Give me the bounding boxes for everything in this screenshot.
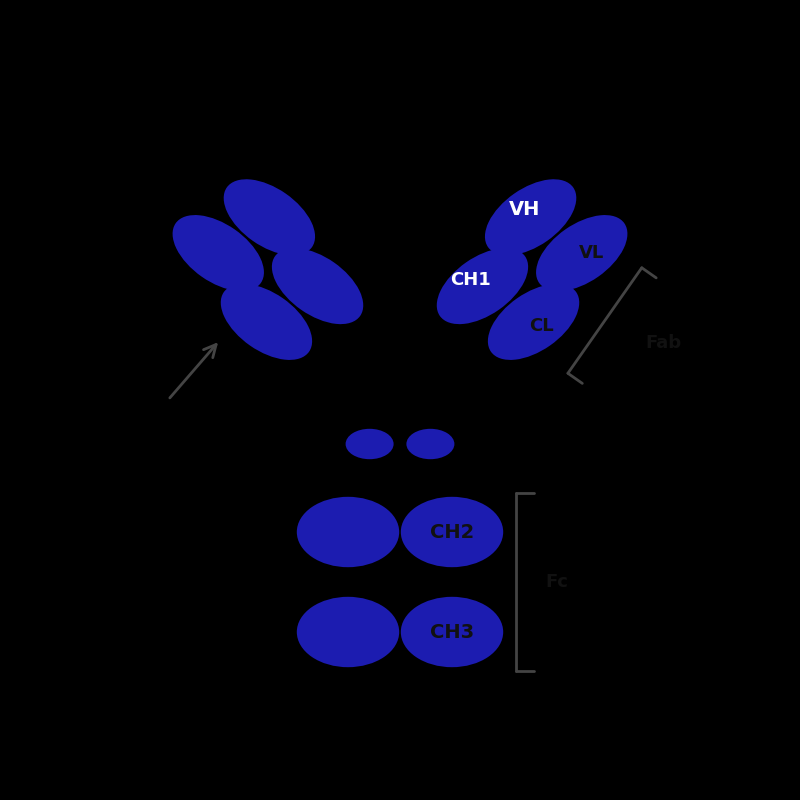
Text: CH1: CH1 bbox=[450, 270, 491, 289]
Ellipse shape bbox=[221, 284, 312, 360]
Ellipse shape bbox=[437, 248, 528, 324]
Ellipse shape bbox=[297, 497, 399, 567]
Ellipse shape bbox=[272, 248, 363, 324]
Ellipse shape bbox=[401, 497, 503, 567]
Text: Fab: Fab bbox=[646, 334, 682, 353]
Ellipse shape bbox=[224, 179, 315, 255]
Text: CH2: CH2 bbox=[430, 522, 474, 542]
Ellipse shape bbox=[346, 429, 394, 459]
Text: VL: VL bbox=[578, 244, 604, 262]
Ellipse shape bbox=[536, 215, 627, 291]
Text: VH: VH bbox=[509, 200, 540, 218]
Ellipse shape bbox=[173, 215, 264, 291]
Ellipse shape bbox=[488, 284, 579, 360]
Ellipse shape bbox=[485, 179, 576, 255]
Text: Fc: Fc bbox=[546, 573, 569, 591]
Ellipse shape bbox=[406, 429, 454, 459]
Ellipse shape bbox=[401, 597, 503, 667]
Text: CH3: CH3 bbox=[430, 622, 474, 642]
Ellipse shape bbox=[297, 597, 399, 667]
Text: CL: CL bbox=[530, 317, 554, 335]
